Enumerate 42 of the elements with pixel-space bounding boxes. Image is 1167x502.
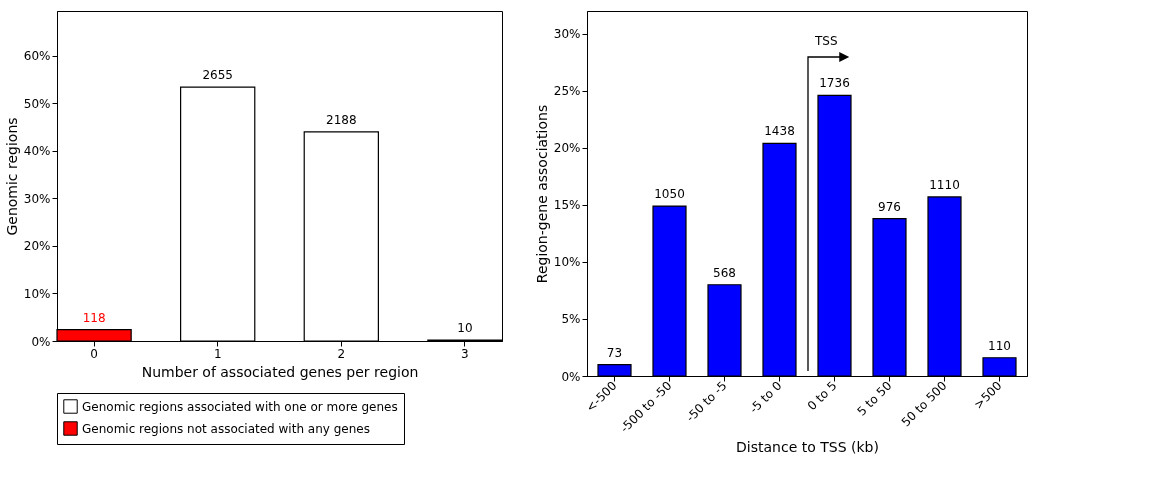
- x-tick-label: 5 to 50: [854, 378, 895, 419]
- legend-label: Genomic regions not associated with any genes: [82, 421, 370, 436]
- x-tick-label: 0: [90, 346, 98, 361]
- x-axis-title: Number of associated genes per region: [141, 363, 419, 380]
- y-tick-label: 10%: [553, 255, 581, 270]
- annotation: 1110: [929, 177, 960, 192]
- annotation: 2188: [326, 112, 357, 127]
- y-tick-label: 30%: [553, 27, 581, 42]
- y-tick-label: 40%: [23, 144, 51, 159]
- y-tick-label: 30%: [23, 191, 51, 206]
- annotation: 2655: [202, 68, 233, 83]
- annotation: 1438: [764, 124, 795, 139]
- x-tick-label: -50 to -5: [683, 378, 730, 425]
- annotation: 976: [878, 199, 901, 214]
- x-tick-label: 1: [213, 346, 222, 361]
- y-tick-label: 60%: [23, 49, 51, 64]
- annotation: 1736: [819, 76, 850, 91]
- x-axis-title: Distance to TSS (kb): [736, 438, 879, 455]
- y-tick-label: 20%: [553, 141, 581, 156]
- y-axis-title: Genomic regions: [3, 117, 20, 236]
- x-tick-label: 50 to 500: [898, 378, 950, 430]
- legend-label: Genomic regions associated with one or more genes: [82, 399, 398, 414]
- y-tick-label: 15%: [553, 198, 581, 213]
- annotation: 10: [457, 321, 473, 336]
- y-tick-label: 0%: [561, 369, 581, 384]
- x-tick-label: -5 to 0: [746, 378, 785, 417]
- x-tick-label: 0 to 5: [804, 378, 840, 414]
- y-tick-label: 50%: [23, 96, 51, 111]
- y-axis-title: Region-gene associations: [533, 104, 550, 284]
- x-tick-label: 2: [337, 346, 346, 361]
- annotation: 73: [606, 345, 623, 360]
- annotation: 118: [82, 310, 106, 325]
- y-tick-label: 20%: [23, 239, 51, 254]
- y-tick-label: 0%: [31, 334, 51, 349]
- y-tick-label: 5%: [561, 312, 581, 327]
- annotation: 110: [988, 338, 1011, 353]
- x-tick-label: 3: [461, 346, 469, 361]
- annotation: TSS: [813, 33, 838, 48]
- y-tick-label: 10%: [23, 286, 51, 301]
- annotation: 1050: [654, 187, 685, 202]
- y-tick-label: 25%: [553, 84, 581, 99]
- annotation: 568: [713, 265, 736, 280]
